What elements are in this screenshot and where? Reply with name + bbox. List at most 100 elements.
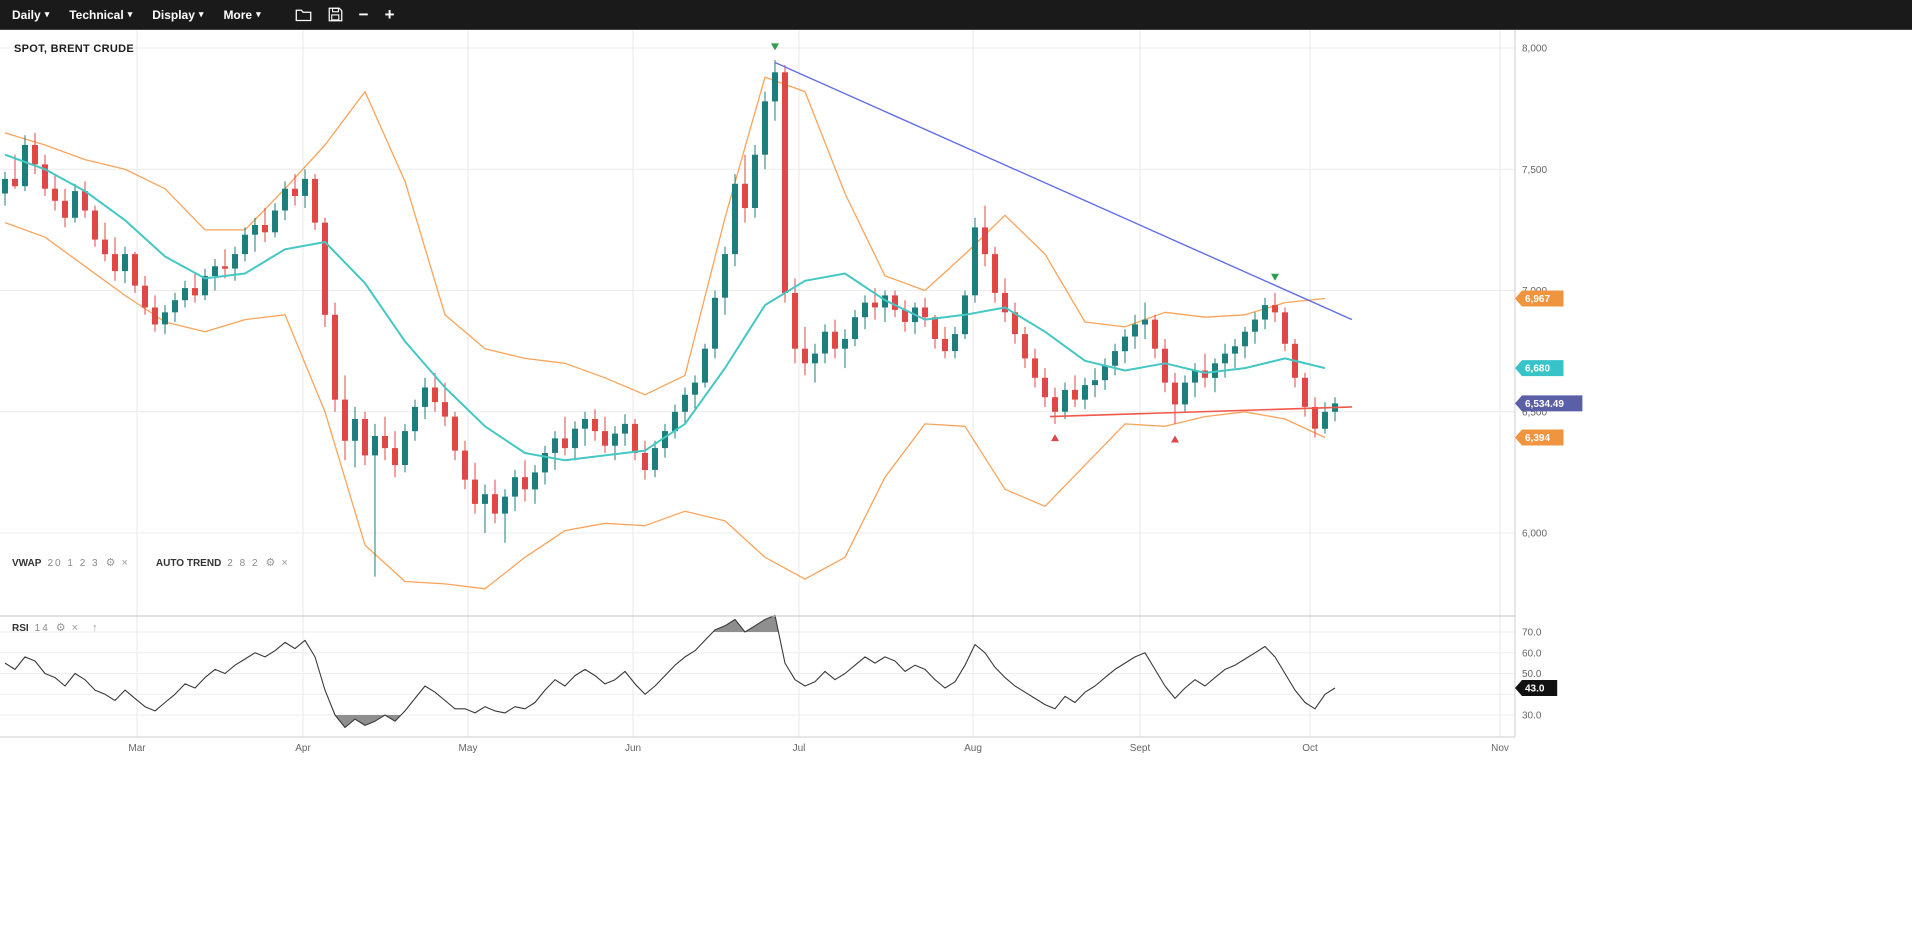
rsi-move-up-icon[interactable]: ↑ [92, 622, 98, 634]
zoom-out-icon[interactable]: − [358, 5, 369, 24]
top-toolbar: Daily ▾ Technical ▾ Display ▾ More ▾ − + [0, 0, 1912, 30]
price-chart-svg[interactable]: 8,0007,5007,0006,5006,00070.060.050.030.… [0, 30, 1912, 927]
price-badge [1515, 290, 1564, 307]
candle-body [462, 450, 468, 480]
y-axis-label: 7,500 [1522, 165, 1547, 176]
candle-body [532, 472, 538, 490]
candle-body [302, 178, 308, 196]
rsi-legend-name: RSI [12, 623, 29, 634]
menu-display-label: Display [152, 7, 195, 22]
candle-body [832, 331, 838, 349]
candle-body [2, 178, 8, 194]
candle-body [672, 411, 678, 432]
candle-body [772, 72, 778, 102]
candle-body [112, 254, 118, 272]
menu-daily[interactable]: Daily ▾ [12, 8, 49, 22]
peak-marker-icon [771, 43, 779, 51]
candle-body [402, 431, 408, 465]
menu-technical[interactable]: Technical ▾ [69, 8, 132, 22]
price-badge-label: 43.0 [1525, 684, 1545, 695]
candle-body [1302, 377, 1308, 407]
rsi-settings-gear-icon[interactable]: ⚙ [55, 622, 66, 634]
bollinger-lower-line [4, 221, 1326, 590]
chevron-down-icon: ▾ [127, 9, 133, 19]
candle-body [202, 275, 208, 296]
candle-body [922, 307, 928, 318]
chevron-down-icon: ▾ [44, 9, 50, 19]
candle-body [502, 496, 508, 514]
bollinger-upper-line [4, 76, 1326, 396]
candle-body [1192, 370, 1198, 383]
candle-body [472, 479, 478, 504]
candle-body [1002, 292, 1008, 313]
menu-more-label: More [223, 7, 253, 22]
candle-body [162, 312, 168, 325]
menu-more[interactable]: More ▾ [223, 8, 260, 22]
toolbar-icon-group: − + [295, 6, 395, 23]
candle-body [1222, 353, 1228, 364]
auto-trend-remove-icon[interactable]: × [281, 557, 288, 569]
y-axis-label: 6,500 [1522, 407, 1547, 418]
candle-body [1092, 380, 1098, 386]
price-badge [1515, 395, 1583, 412]
month-label: Apr [295, 743, 311, 754]
candle-body [392, 448, 398, 466]
open-folder-icon[interactable] [295, 7, 312, 22]
candle-body [172, 300, 178, 313]
candle-body [82, 191, 88, 211]
candle-body [332, 314, 338, 400]
candle-body [682, 394, 688, 412]
chevron-down-icon: ▾ [256, 9, 261, 19]
auto-trendline-support[interactable] [1049, 406, 1353, 418]
symbol-title: SPOT, BRENT CRUDE [14, 43, 134, 55]
month-label: Oct [1302, 743, 1318, 754]
candle-body [352, 419, 358, 441]
month-label: May [459, 743, 478, 754]
month-label: Aug [964, 743, 982, 754]
candle-body [972, 227, 978, 296]
candle-body [1282, 312, 1288, 344]
candle-body [842, 339, 848, 349]
candle-body [1162, 348, 1168, 383]
zoom-in-icon[interactable]: + [384, 5, 395, 24]
trough-marker-icon [1051, 434, 1059, 442]
candle-body [612, 433, 618, 446]
candle-body [212, 266, 218, 276]
candle-body [1262, 305, 1268, 320]
month-label: Mar [128, 743, 146, 754]
menu-display[interactable]: Display ▾ [152, 8, 203, 22]
candle-body [422, 387, 428, 407]
candle-body [272, 210, 278, 233]
candle-body [1322, 411, 1328, 429]
auto-trend-legend-params: 2 8 2 [227, 558, 260, 569]
candle-body [522, 477, 528, 490]
candle-body [262, 225, 268, 233]
candle-body [1142, 319, 1148, 325]
candle-body [1212, 363, 1218, 378]
price-badge-label: 6,534.49 [1525, 399, 1564, 410]
candle-body [372, 436, 378, 456]
candle-body [862, 302, 868, 318]
candle-body [692, 382, 698, 395]
candle-body [102, 239, 108, 255]
candle-body [892, 295, 898, 310]
rsi-remove-icon[interactable]: × [71, 622, 79, 634]
auto-trendline-resistance[interactable] [774, 61, 1353, 321]
candle-body [62, 200, 68, 218]
candle-body [32, 145, 38, 165]
candle-body [1172, 382, 1178, 405]
candle-body [252, 225, 258, 235]
vwap-legend-name: VWAP [12, 558, 42, 569]
chart-canvas[interactable]: SPOT, BRENT CRUDE VWAP 20 1 2 3 ⚙ × AUTO… [0, 30, 1912, 927]
candle-body [552, 438, 558, 453]
candle-body [1242, 331, 1248, 347]
vwap-remove-icon[interactable]: × [121, 557, 128, 569]
menu-technical-label: Technical [69, 7, 124, 22]
vwap-settings-gear-icon[interactable]: ⚙ [105, 557, 116, 569]
save-icon[interactable] [328, 7, 343, 22]
candle-body [1252, 319, 1258, 332]
candle-body [1012, 312, 1018, 335]
candle-body [812, 353, 818, 364]
price-badge [1515, 360, 1564, 377]
auto-trend-settings-gear-icon[interactable]: ⚙ [265, 557, 276, 569]
